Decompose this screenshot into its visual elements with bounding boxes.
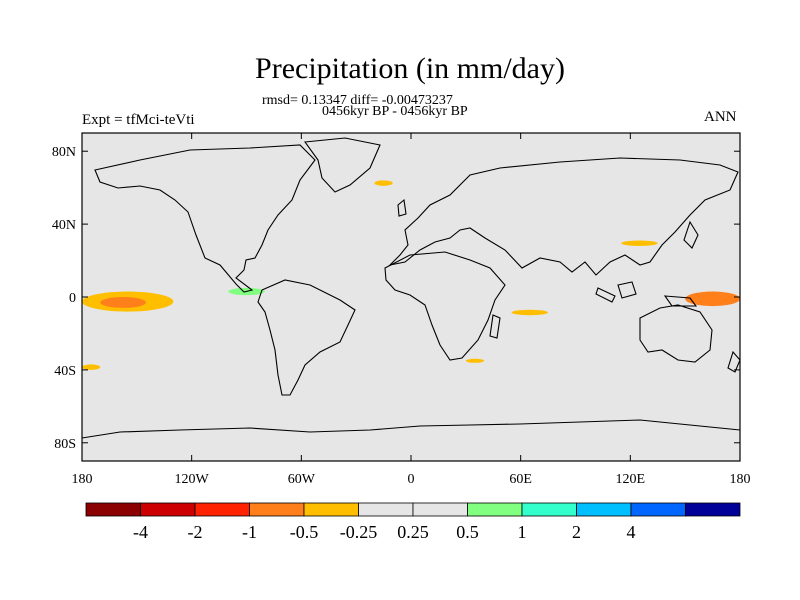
- colorbar-label: 0.25: [397, 522, 429, 542]
- coastlines: [81, 137, 741, 439]
- x-tick-label: 180: [72, 472, 93, 487]
- anomaly-tasman-wet: [685, 368, 713, 374]
- madagascar-outline: [489, 314, 501, 339]
- anomaly-east-pacific-core-dry: [100, 297, 146, 308]
- colorbar-swatch: [249, 502, 305, 517]
- colorbar-label: 1: [518, 522, 527, 542]
- greenland-outline: [303, 137, 381, 193]
- colorbar-swatch: [521, 502, 577, 517]
- x-tick-label: 60E: [509, 472, 532, 487]
- colorbar-label: 4: [627, 522, 636, 542]
- page-title: Precipitation (in mm/day): [255, 52, 565, 85]
- anomaly-gulf-stream-wet: [261, 240, 274, 254]
- colorbar-swatch: [303, 502, 359, 517]
- colorbar-label: -0.25: [340, 522, 378, 542]
- anomaly-north-atlantic-dry: [374, 180, 393, 186]
- eurasia-outline: [388, 157, 739, 276]
- y-tick-label: 0: [69, 291, 76, 306]
- colorbar-swatch: [140, 502, 196, 517]
- africa-outline: [384, 251, 506, 361]
- y-tick-label: 40S: [54, 364, 76, 379]
- north-america-outline: [94, 144, 316, 293]
- y-axis: 80N 40N 0 40S 80S: [52, 145, 740, 452]
- anomaly-itcz-wet: [145, 284, 220, 290]
- new-guinea-outline: [663, 295, 698, 307]
- experiment-label: Expt = tfMci-teVti: [82, 112, 195, 128]
- colorbar-swatch: [576, 502, 632, 517]
- colorbar-swatch: [685, 502, 741, 517]
- x-tick-label: 120E: [616, 472, 646, 487]
- colorbar-label: 2: [572, 522, 581, 542]
- borneo-outline: [617, 281, 637, 299]
- x-tick-label: 0: [408, 472, 415, 487]
- x-tick-label: 60W: [288, 472, 316, 487]
- new-zealand-outline: [727, 350, 741, 373]
- colorbar-label: -1: [242, 522, 257, 542]
- anomaly-east-asia-dry: [621, 240, 658, 246]
- colorbar-swatch: [194, 502, 250, 517]
- anomaly-south-indian-dry: [465, 358, 485, 363]
- y-tick-label: 40N: [52, 218, 76, 233]
- japan-outline: [683, 220, 699, 249]
- colorbar-label: -0.5: [290, 522, 319, 542]
- x-tick-label: 120W: [175, 472, 210, 487]
- x-tick-label: 180: [730, 472, 751, 487]
- anomaly-east-pacific-south-wet: [82, 309, 110, 319]
- x-axis: 180 120W 60W 0 60E 120E 180: [72, 133, 751, 487]
- colorbar-swatch: [412, 502, 468, 517]
- anomaly-layer: [82, 180, 740, 374]
- colorbar-swatch: [358, 502, 414, 517]
- period-line: 0456kyr BP - 0456kyr BP: [322, 104, 468, 119]
- south-america-outline: [257, 279, 356, 396]
- season-label: ANN: [704, 109, 737, 125]
- anomaly-maritime-continent-wet: [621, 278, 677, 307]
- anomaly-india-pacific-dry: [511, 309, 549, 316]
- antarctica-outline: [81, 419, 741, 439]
- colorbar-swatch: [467, 502, 523, 517]
- uk-outline: [397, 198, 407, 217]
- y-tick-label: 80S: [54, 437, 76, 452]
- y-tick-label: 80N: [52, 145, 76, 160]
- anomaly-south-pacific-dry: [82, 364, 101, 370]
- anomaly-west-pacific-dry: [685, 291, 740, 307]
- anomaly-west-pacific-south-wet: [685, 307, 740, 318]
- colorbar-label: -2: [188, 522, 203, 542]
- colorbar-swatch: [85, 502, 141, 517]
- colorbar: -4 -2 -1 -0.5 -0.25 0.25 0.5 1 2 4: [85, 502, 741, 542]
- colorbar-label: 0.5: [456, 522, 479, 542]
- sumatra-outline: [595, 287, 616, 303]
- colorbar-label: -4: [133, 522, 148, 542]
- colorbar-swatch: [630, 502, 686, 517]
- stats-line: rmsd= 0.13347 diff= -0.00473237: [262, 93, 453, 108]
